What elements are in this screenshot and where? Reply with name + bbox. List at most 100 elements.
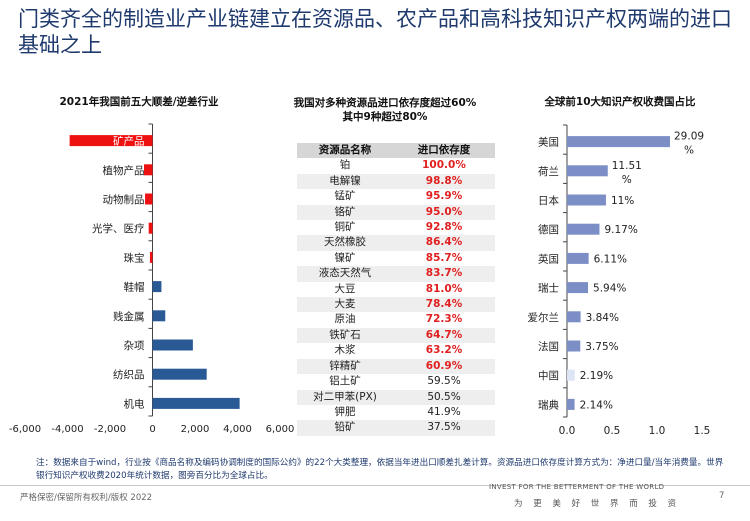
resource-name: 大豆 <box>297 281 393 298</box>
dependency-ratio: 41.9% <box>393 404 495 421</box>
page-title: 门类齐全的制造业产业链建立在资源品、农产品和高科技知识产权两端的进口基础之上 <box>18 7 732 57</box>
x-tick-label: -6,000 <box>9 424 41 435</box>
value-label-unit: % <box>622 174 632 186</box>
resource-name: 钾肥 <box>297 404 393 421</box>
dependency-ratio: 64.7% <box>393 327 495 344</box>
bar <box>152 397 240 409</box>
table-row: 铅矿 37.5% <box>297 420 495 436</box>
dependency-ratio: 83.7% <box>393 266 495 282</box>
table-row: 大麦 78.4% <box>297 297 495 313</box>
dependency-ratio: 59.5% <box>393 374 495 390</box>
category-label: 动物制品 <box>103 193 145 206</box>
resource-name: 原油 <box>297 312 393 328</box>
bar <box>145 193 153 205</box>
dependency-ratio: 78.4% <box>393 297 495 313</box>
import-dependency-table: 资源品名称 进口依存度 铂 100.0% 电解镍 98.8% 锰矿 95.9% 铬矿 95.0… <box>297 143 495 436</box>
table-row: 锰矿 95.9% <box>297 189 495 205</box>
category-label: 植物产品 <box>103 164 145 177</box>
category-label: 杂项 <box>124 340 145 352</box>
table-row: 铜矿 92.8% <box>297 220 495 236</box>
dependency-ratio: 60.9% <box>393 358 495 375</box>
footnote: 注：数据来自于wind，行业按《商品名称及编码协调制度的国际公约》的22个大类整… <box>36 458 724 481</box>
table-row: 铁矿石 64.7% <box>297 327 495 344</box>
table-row: 钾肥 41.9% <box>297 404 495 421</box>
dependency-ratio: 50.5% <box>393 389 495 405</box>
column-header-name: 资源品名称 <box>297 143 393 159</box>
middle-table-title-line2: 其中9种超过80% <box>342 111 428 123</box>
value-label: 5.94% <box>593 283 626 295</box>
category-label: 鞋帽 <box>124 281 145 294</box>
table-row: 镍矿 85.7% <box>297 250 495 267</box>
value-label: 11.51 <box>612 160 642 172</box>
dependency-ratio: 86.4% <box>393 235 495 251</box>
bar <box>567 311 581 323</box>
middle-table-title-line1: 我国对多种资源品进口依存度超过60% <box>293 97 477 109</box>
column-header-ratio: 进口依存度 <box>393 143 495 159</box>
dependency-ratio: 98.8% <box>393 173 495 190</box>
resource-name: 液态天然气 <box>297 266 393 282</box>
dependency-ratio: 95.9% <box>393 189 495 205</box>
value-label: 9.17% <box>604 224 637 236</box>
category-label: 德国 <box>538 223 559 236</box>
bar <box>152 310 166 322</box>
bar <box>567 369 575 381</box>
category-label: 机电 <box>124 397 145 410</box>
value-label: 29.09 <box>674 131 704 143</box>
resource-name: 天然橡胶 <box>297 235 393 251</box>
table-row: 木浆 63.2% <box>297 343 495 359</box>
bar <box>69 135 153 147</box>
resource-name: 铁矿石 <box>297 327 393 344</box>
x-tick-label: 2,000 <box>181 424 210 435</box>
category-label: 贱金属 <box>113 310 145 323</box>
resource-name: 对二甲苯(PX) <box>297 389 393 405</box>
resource-name: 锌精矿 <box>297 358 393 375</box>
x-tick-label: 0.5 <box>604 425 621 437</box>
table-row: 铬矿 95.0% <box>297 204 495 221</box>
bar <box>152 368 207 380</box>
category-label: 珠宝 <box>124 251 145 264</box>
category-label: 纺织品 <box>113 368 145 381</box>
dependency-ratio: 72.3% <box>393 312 495 328</box>
bar <box>567 398 575 410</box>
table-row: 电解镍 98.8% <box>297 173 495 190</box>
table-row: 锌精矿 60.9% <box>297 358 495 375</box>
x-tick-label: 0 <box>149 424 155 435</box>
left-chart-title: 2021年我国前五大顺差/逆差行业 <box>59 96 219 108</box>
x-tick-label: 4,000 <box>223 424 252 435</box>
bar <box>152 281 162 293</box>
footer-slogan-cn: 为 更 美 好 世 界 而 投 资 <box>514 499 681 509</box>
category-label: 法国 <box>538 340 559 353</box>
table-row: 大豆 81.0% <box>297 281 495 298</box>
resource-name: 锰矿 <box>297 189 393 205</box>
table-row: 液态天然气 83.7% <box>297 266 495 282</box>
category-label: 日本 <box>538 194 559 207</box>
footer-copyright: 严格保密/保留所有权利/版权 2022 <box>20 493 153 503</box>
resource-name: 铅矿 <box>297 420 393 436</box>
category-label: 瑞典 <box>538 398 559 411</box>
resource-name: 铂 <box>297 158 393 174</box>
category-label: 矿产品 <box>113 135 145 148</box>
resource-name: 铜矿 <box>297 220 393 236</box>
resource-name: 电解镍 <box>297 173 393 190</box>
bar <box>148 222 153 234</box>
category-label: 光学、医疗 <box>92 222 145 235</box>
value-label: 11% <box>611 195 634 207</box>
value-label-unit: % <box>684 145 694 157</box>
bar <box>567 282 589 294</box>
bar <box>567 252 589 264</box>
table-row: 对二甲苯(PX) 50.5% <box>297 389 495 405</box>
value-label: 3.84% <box>586 312 619 324</box>
x-tick-label: 6,000 <box>266 424 295 435</box>
bar <box>567 136 670 148</box>
x-tick-label: 0.0 <box>559 425 576 437</box>
x-tick-label: 1.5 <box>694 425 711 437</box>
value-label: 3.75% <box>585 341 618 353</box>
table-row: 铝土矿 59.5% <box>297 374 495 390</box>
value-label: 6.11% <box>594 253 627 265</box>
resource-name: 铝土矿 <box>297 374 393 390</box>
resource-name: 大麦 <box>297 297 393 313</box>
table-row: 天然橡胶 86.4% <box>297 235 495 251</box>
category-label: 美国 <box>538 136 559 149</box>
bar <box>567 165 608 177</box>
